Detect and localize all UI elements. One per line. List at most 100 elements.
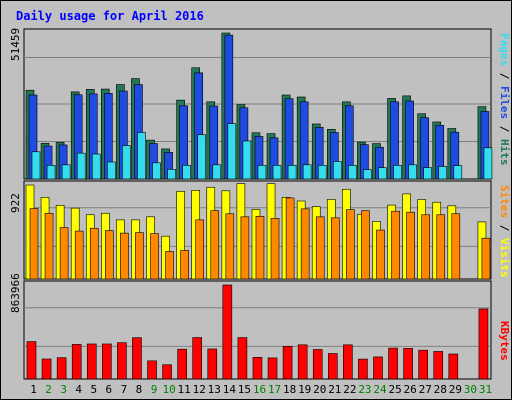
day-label: 12	[193, 383, 206, 396]
visits_sites-axis-separator: /	[498, 218, 511, 238]
day-label: 19	[298, 383, 311, 396]
kbytes-bar-kbytes	[282, 346, 293, 380]
hits_files_pages-bar-pages	[137, 132, 146, 180]
visits_sites-bar-sites	[285, 197, 295, 280]
hits_files_pages-bar-pages	[212, 164, 222, 180]
visits_sites-bar-sites	[59, 227, 69, 280]
hits_files_pages-bar-pages	[438, 166, 448, 180]
hits_files_pages-axis-label-pages: Pages	[498, 33, 511, 66]
kbytes-bar-kbytes	[207, 348, 218, 380]
visits_sites-bar-sites	[315, 216, 325, 280]
hits_files_pages-axis-labels: Pages / Files / Hits	[498, 33, 511, 166]
hits_files_pages-axis-label-files: Files	[498, 86, 511, 119]
visits_sites-bar-sites	[165, 251, 174, 280]
kbytes-bar-kbytes	[327, 353, 338, 380]
day-label: 14	[223, 383, 237, 396]
visits_sites-max-label: 922	[9, 193, 22, 213]
kbytes-bar-kbytes	[71, 344, 82, 380]
visits_sites-bar-sites	[29, 208, 39, 280]
day-label: 23	[358, 383, 371, 396]
kbytes-bar-kbytes	[117, 342, 127, 380]
day-label: 16	[253, 383, 266, 396]
hits_files_pages-bar-pages	[122, 145, 131, 180]
hits_files_pages-bar-pages	[167, 169, 176, 180]
day-label: 24	[373, 383, 387, 396]
hits_files_pages-bar-pages	[287, 165, 297, 180]
day-label: 2	[45, 383, 52, 396]
day-label: 30	[464, 383, 477, 396]
day-label: 15	[238, 383, 251, 396]
hits_files_pages-axis-separator: /	[498, 119, 511, 139]
kbytes-bar-kbytes	[343, 344, 353, 380]
kbytes-bar-kbytes	[252, 357, 263, 380]
hits_files_pages-bar-pages	[152, 162, 161, 180]
kbytes-bar-kbytes	[56, 357, 67, 380]
hits_files_pages-bar-pages	[91, 153, 101, 180]
hits_files_pages-bar-pages	[408, 164, 417, 180]
visits_sites-bar-sites	[210, 210, 220, 280]
day-label: 26	[404, 383, 417, 396]
visits_sites-bar-sites	[105, 230, 114, 280]
visits_sites-bar-sites	[451, 213, 461, 280]
visits_sites-bar-sites	[255, 215, 265, 280]
day-label: 31	[479, 383, 492, 396]
visits_sites-axis-labels: Sites / Visits	[498, 185, 511, 278]
visits_sites-bar-sites	[44, 212, 54, 280]
hits_files_pages-axis-label-hits: Hits	[498, 139, 511, 166]
hits_files_pages-bar-pages	[257, 165, 267, 180]
kbytes-axis-label-kbytes: KBytes	[498, 321, 511, 361]
day-label: 18	[283, 383, 296, 396]
day-label: 6	[106, 383, 113, 396]
kbytes-bar-kbytes	[358, 358, 368, 380]
kbytes-bar-kbytes	[41, 358, 52, 380]
visits_sites-bar-sites	[300, 208, 310, 280]
day-label: 8	[136, 383, 143, 396]
kbytes-bar-kbytes	[403, 348, 413, 380]
hits_files_pages-bar-pages	[227, 123, 237, 180]
kbytes-bar-kbytes	[418, 349, 428, 380]
hits_files_pages-bar-pages	[46, 165, 56, 180]
day-label: 4	[75, 383, 82, 396]
hits_files_pages-bar-pages	[107, 161, 116, 180]
hits_files_pages-bar-pages	[317, 165, 327, 180]
visits_sites-bar-sites	[421, 214, 430, 280]
day-label: 10	[162, 383, 175, 396]
visits_sites-bar-sites	[135, 232, 144, 280]
hits_files_pages-bar-pages	[363, 169, 372, 180]
kbytes-bar-kbytes	[222, 284, 233, 380]
kbytes-bar-kbytes	[312, 349, 323, 380]
kbytes-bar-kbytes	[267, 357, 278, 380]
visits_sites-bar-sites	[89, 227, 99, 280]
kbytes-bar-kbytes	[162, 364, 172, 380]
visits_sites-bar-sites	[436, 214, 446, 280]
visits_sites-bar-sites	[225, 213, 235, 280]
visits_sites-bar-sites	[330, 217, 340, 280]
day-label: 13	[208, 383, 221, 396]
kbytes-bar-kbytes	[388, 347, 398, 380]
hits_files_pages-bar-pages	[393, 165, 402, 180]
day-label: 20	[313, 383, 326, 396]
kbytes-bar-kbytes	[297, 344, 308, 380]
day-label: 27	[419, 383, 432, 396]
visits_sites-bar-sites	[376, 229, 385, 280]
hits_files_pages-bar-pages	[453, 165, 463, 180]
day-label: 28	[434, 383, 447, 396]
visits_sites-bar-sites	[150, 233, 159, 280]
hits_files_pages-bar-pages	[378, 167, 387, 180]
visits_sites-bar-sites	[180, 250, 189, 280]
day-label: 5	[90, 383, 97, 396]
kbytes-bar-kbytes	[373, 356, 383, 380]
day-label: 21	[328, 383, 341, 396]
day-label: 17	[268, 383, 281, 396]
visits_sites-bar-sites	[74, 230, 84, 280]
visits_sites-bar-sites	[120, 232, 129, 280]
visits_sites-bar-sites	[481, 237, 491, 280]
day-label: 9	[151, 383, 158, 396]
kbytes-bar-kbytes	[478, 308, 489, 380]
visits_sites-bar-sites	[361, 210, 370, 280]
visits_sites-axis-label-sites: Sites	[498, 185, 511, 218]
day-label: 22	[343, 383, 356, 396]
hits_files_pages-bar-pages	[483, 147, 493, 180]
visits_sites-axis-label-visits: Visits	[498, 238, 511, 278]
visits_sites-bar-sites	[346, 209, 355, 280]
